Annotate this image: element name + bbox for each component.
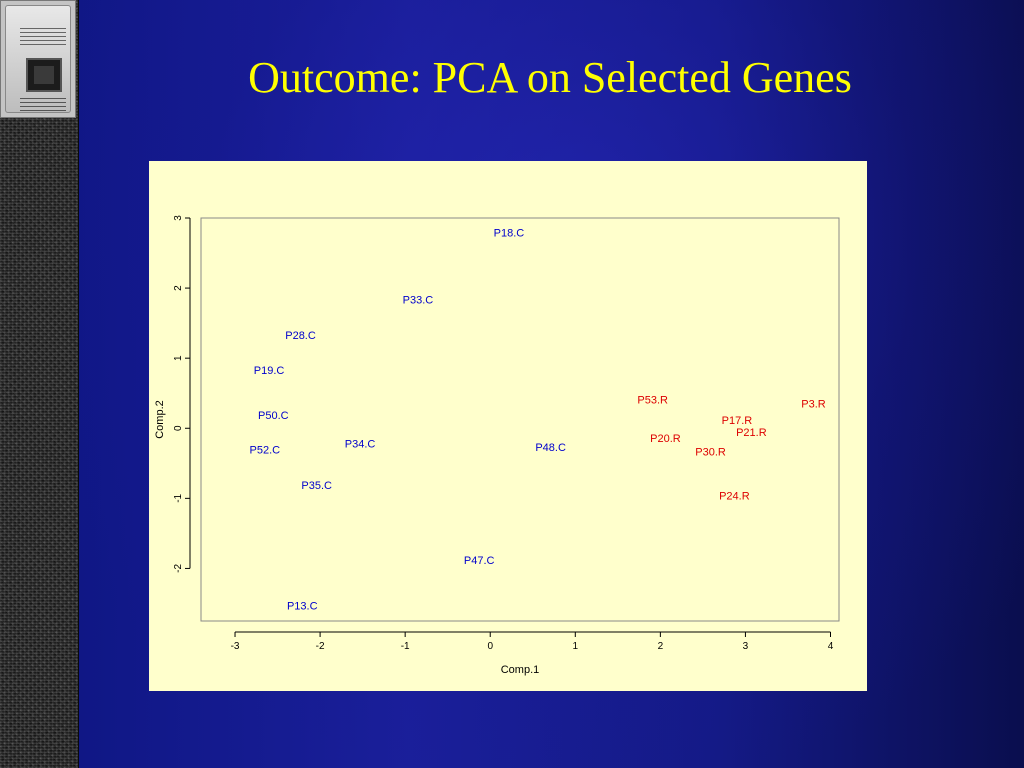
- point-label-p30-r: P30.R: [695, 446, 726, 458]
- y-axis: -2 -1 0 1 2 3: [173, 215, 191, 573]
- point-label-p19-c: P19.C: [254, 365, 285, 377]
- chip-body: [5, 5, 71, 113]
- point-label-p53-r: P53.R: [637, 395, 668, 407]
- point-label-p52-c: P52.C: [250, 444, 281, 456]
- x-tick-label: 2: [658, 641, 664, 652]
- microarray-chip-image: [0, 0, 76, 118]
- point-label-p17-r: P17.R: [722, 415, 753, 427]
- point-label-p24-r: P24.R: [719, 491, 750, 503]
- left-texture-strip: [0, 0, 79, 768]
- x-tick-label: 4: [828, 641, 834, 652]
- pca-plot-panel: -3 -2 -1 0 1 2 3 4 -2 -1 0 1 2 3 Comp.1 Comp.2 P18.C…: [149, 161, 867, 691]
- slide-title: Outcome: PCA on Selected Genes: [248, 53, 852, 102]
- point-label-p48-c: P48.C: [535, 442, 566, 454]
- point-label-p33-c: P33.C: [403, 294, 434, 306]
- point-label-p34-c: P34.C: [345, 439, 376, 451]
- x-tick-label: -2: [316, 641, 325, 652]
- plot-frame: [200, 217, 840, 622]
- point-label-p3-r: P3.R: [801, 399, 826, 411]
- y-tick-label: 3: [173, 215, 184, 221]
- x-tick-label: 1: [573, 641, 579, 652]
- x-axis-title: Comp.1: [501, 664, 540, 676]
- x-tick-label: -1: [401, 641, 410, 652]
- chip-text-lines: [20, 98, 66, 112]
- y-tick-label: 2: [173, 285, 184, 291]
- point-label-p13-c: P13.C: [287, 601, 318, 613]
- point-label-p20-r: P20.R: [650, 433, 681, 445]
- y-tick-label: -1: [173, 493, 184, 502]
- point-label-p35-c: P35.C: [301, 480, 332, 492]
- y-tick-label: 1: [173, 355, 184, 361]
- point-label-p28-c: P28.C: [285, 330, 316, 342]
- point-label-p18-c: P18.C: [494, 228, 525, 240]
- x-tick-label: 3: [743, 641, 749, 652]
- x-axis: -3 -2 -1 0 1 2 3 4: [231, 631, 834, 652]
- point-label-p50-c: P50.C: [258, 410, 289, 422]
- point-label-p21-r: P21.R: [736, 427, 767, 439]
- data-point-labels: P18.C P33.C P28.C P19.C P50.C P52.C P34.C P35.C…: [250, 228, 826, 613]
- point-label-p47-c: P47.C: [464, 555, 495, 567]
- y-tick-label: 0: [173, 425, 184, 431]
- x-tick-label: 0: [487, 641, 493, 652]
- x-tick-label: -3: [231, 641, 240, 652]
- chip-window: [26, 58, 62, 92]
- pca-scatter-plot: -3 -2 -1 0 1 2 3 4 -2 -1 0 1 2 3 Comp.1 Comp.2 P18.C…: [154, 215, 840, 676]
- chip-label-lines: [20, 28, 66, 46]
- y-axis-title: Comp.2: [154, 400, 166, 439]
- y-tick-label: -2: [173, 564, 184, 573]
